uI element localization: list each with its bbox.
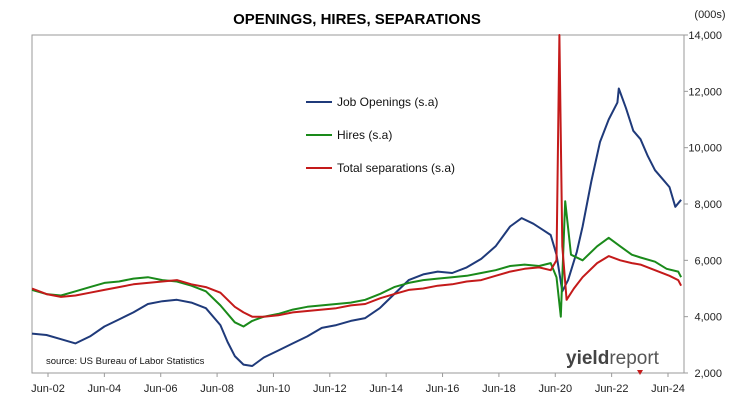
brand-part1: yield xyxy=(566,348,609,369)
legend-label: Hires (s.a) xyxy=(337,128,392,142)
x-tick-label: Jun-06 xyxy=(144,383,178,395)
brand-part2: report xyxy=(609,348,659,369)
plot-area xyxy=(31,34,685,374)
x-tick-label: Jun-18 xyxy=(482,383,516,395)
brand-logo: yieldreport xyxy=(566,348,660,375)
x-tick-label: Jun-16 xyxy=(426,383,460,395)
series-line-1 xyxy=(31,200,682,328)
svg-text:yieldreport: yieldreport xyxy=(566,348,660,369)
series-layer xyxy=(31,34,682,367)
x-tick-label: Jun-12 xyxy=(313,383,347,395)
x-tick-label: Jun-10 xyxy=(257,383,291,395)
y-tick-label: 6,000 xyxy=(694,255,722,267)
series-line-0 xyxy=(31,87,682,367)
y-axis: 2,000 4,000 6,000 8,000 10,000 12,000 14,000 xyxy=(684,30,722,380)
x-tick-label: Jun-24 xyxy=(651,383,685,395)
y-tick-label: 14,000 xyxy=(688,30,722,42)
y-tick-label: 10,000 xyxy=(688,143,722,155)
source-note: source: US Bureau of Labor Statistics xyxy=(46,356,205,367)
x-tick-label: Jun-22 xyxy=(595,383,629,395)
x-axis: Jun-02 Jun-04 Jun-06 Jun-08 Jun-10 Jun-12 Jun-… xyxy=(31,373,685,395)
x-tick-label: Jun-02 xyxy=(31,383,65,395)
y-tick-label: 12,000 xyxy=(688,86,722,98)
y-tick-label: 2,000 xyxy=(694,368,722,380)
unit-label: (000s) xyxy=(694,9,725,21)
y-tick-label: 8,000 xyxy=(694,199,722,211)
legend-label: Total separations (s.a) xyxy=(337,161,455,175)
x-tick-label: Jun-04 xyxy=(88,383,122,395)
brand-mark-icon xyxy=(637,370,643,375)
x-tick-label: Jun-08 xyxy=(200,383,234,395)
y-tick-label: 4,000 xyxy=(694,312,722,324)
legend: Job Openings (s.a) Hires (s.a) Total separ… xyxy=(306,95,455,175)
x-tick-label: Jun-14 xyxy=(369,383,403,395)
legend-label: Job Openings (s.a) xyxy=(337,95,438,109)
x-tick-label: Jun-20 xyxy=(538,383,572,395)
series-line-2 xyxy=(31,34,682,318)
chart-title: OPENINGS, HIRES, SEPARATIONS xyxy=(233,11,481,28)
